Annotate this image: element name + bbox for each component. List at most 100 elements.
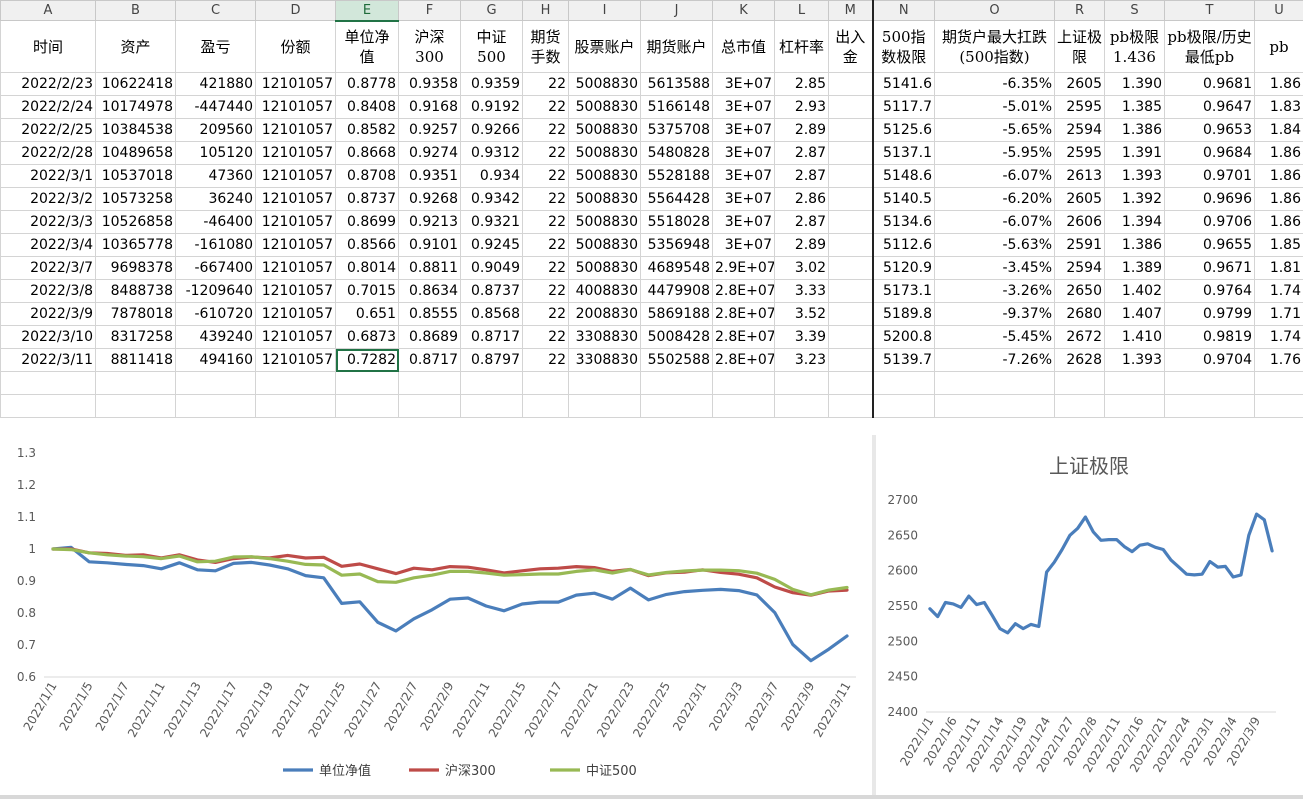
cell[interactable]: 5117.7 [873,96,935,119]
cell[interactable]: 3E+07 [713,119,775,142]
cell[interactable] [829,165,873,188]
cell[interactable]: 2022/3/9 [1,303,96,326]
empty-cell[interactable] [1055,372,1105,395]
cell[interactable]: 2.86 [775,188,829,211]
empty-cell[interactable] [569,372,641,395]
cell[interactable]: 5112.6 [873,234,935,257]
cell[interactable]: 1.389 [1105,257,1165,280]
cell[interactable]: 22 [523,257,569,280]
cell[interactable]: 2680 [1055,303,1105,326]
cell[interactable]: 0.8717 [399,349,461,372]
cell[interactable]: 1.386 [1105,234,1165,257]
cell[interactable]: 0.9671 [1165,257,1255,280]
cell[interactable]: 1.81 [1255,257,1303,280]
cell[interactable]: 0.8408 [336,96,399,119]
cell[interactable]: 10537018 [96,165,176,188]
cell[interactable]: 0.9245 [461,234,523,257]
cell[interactable]: 5120.9 [873,257,935,280]
header-cell[interactable]: 沪深300 [399,21,461,73]
cell[interactable]: 2.8E+07 [713,280,775,303]
cell[interactable] [829,234,873,257]
cell[interactable]: 2591 [1055,234,1105,257]
cell[interactable]: 0.9359 [461,73,523,96]
cell[interactable]: 2672 [1055,326,1105,349]
cell[interactable]: 5189.8 [873,303,935,326]
header-cell[interactable]: 500指数极限 [873,21,935,73]
cell[interactable]: 3.39 [775,326,829,349]
empty-cell[interactable] [96,372,176,395]
cell[interactable]: 3308830 [569,349,641,372]
cell[interactable]: 0.9799 [1165,303,1255,326]
cell[interactable]: 2.8E+07 [713,349,775,372]
cell[interactable]: -6.35% [935,73,1055,96]
empty-cell[interactable] [399,372,461,395]
cell[interactable]: 0.8699 [336,211,399,234]
cell[interactable]: -5.95% [935,142,1055,165]
empty-cell[interactable] [873,395,935,418]
cell[interactable] [829,349,873,372]
cell[interactable]: 5356948 [641,234,713,257]
cell[interactable]: 5564428 [641,188,713,211]
column-header-c[interactable]: C [176,1,256,21]
cell[interactable]: 0.9655 [1165,234,1255,257]
cell[interactable]: 0.9266 [461,119,523,142]
cell[interactable]: 22 [523,119,569,142]
cell[interactable]: 12101057 [256,119,336,142]
cell[interactable]: 5869188 [641,303,713,326]
cell[interactable]: 1.86 [1255,73,1303,96]
cell[interactable] [829,280,873,303]
cell[interactable]: 0.9268 [399,188,461,211]
cell[interactable]: 439240 [176,326,256,349]
cell[interactable]: 0.8737 [336,188,399,211]
empty-cell[interactable] [935,372,1055,395]
cell[interactable]: 4008830 [569,280,641,303]
cell[interactable] [829,303,873,326]
cell[interactable]: 0.934 [461,165,523,188]
cell[interactable]: 22 [523,211,569,234]
header-cell[interactable]: 出入金 [829,21,873,73]
cell[interactable]: 22 [523,73,569,96]
cell[interactable]: 0.9764 [1165,280,1255,303]
column-header-i[interactable]: I [569,1,641,21]
cell[interactable]: 10573258 [96,188,176,211]
cell[interactable]: 8488738 [96,280,176,303]
empty-cell[interactable] [873,372,935,395]
column-header-t[interactable]: T [1165,1,1255,21]
cell[interactable]: 1.86 [1255,211,1303,234]
cell[interactable]: 10384538 [96,119,176,142]
cell[interactable]: 1.86 [1255,165,1303,188]
cell[interactable]: 2606 [1055,211,1105,234]
cell[interactable]: 2022/3/10 [1,326,96,349]
cell[interactable]: 10174978 [96,96,176,119]
cell[interactable]: 4689548 [641,257,713,280]
cell[interactable]: 5480828 [641,142,713,165]
cell[interactable]: 5518028 [641,211,713,234]
cell[interactable]: 2613 [1055,165,1105,188]
cell[interactable]: 2022/3/7 [1,257,96,280]
cell[interactable]: 2022/2/24 [1,96,96,119]
cell[interactable]: 2022/3/8 [1,280,96,303]
column-header-f[interactable]: F [399,1,461,21]
empty-cell[interactable] [935,395,1055,418]
cell[interactable]: 3308830 [569,326,641,349]
cell[interactable]: 1.74 [1255,280,1303,303]
empty-cell[interactable] [713,395,775,418]
cell[interactable]: 22 [523,165,569,188]
cell[interactable]: 5200.8 [873,326,935,349]
header-cell[interactable]: 时间 [1,21,96,73]
empty-cell[interactable] [256,395,336,418]
empty-cell[interactable] [829,395,873,418]
empty-cell[interactable] [1165,372,1255,395]
cell[interactable]: 10622418 [96,73,176,96]
empty-cell[interactable] [713,372,775,395]
cell[interactable]: 2594 [1055,257,1105,280]
column-header-u[interactable]: U [1255,1,1303,21]
cell[interactable] [829,96,873,119]
cell[interactable] [829,188,873,211]
header-cell[interactable]: 股票账户 [569,21,641,73]
cell[interactable]: 2022/3/3 [1,211,96,234]
cell[interactable]: 1.407 [1105,303,1165,326]
horizontal-scrollbar[interactable] [0,795,1303,799]
cell[interactable]: -5.45% [935,326,1055,349]
cell[interactable]: 1.86 [1255,188,1303,211]
